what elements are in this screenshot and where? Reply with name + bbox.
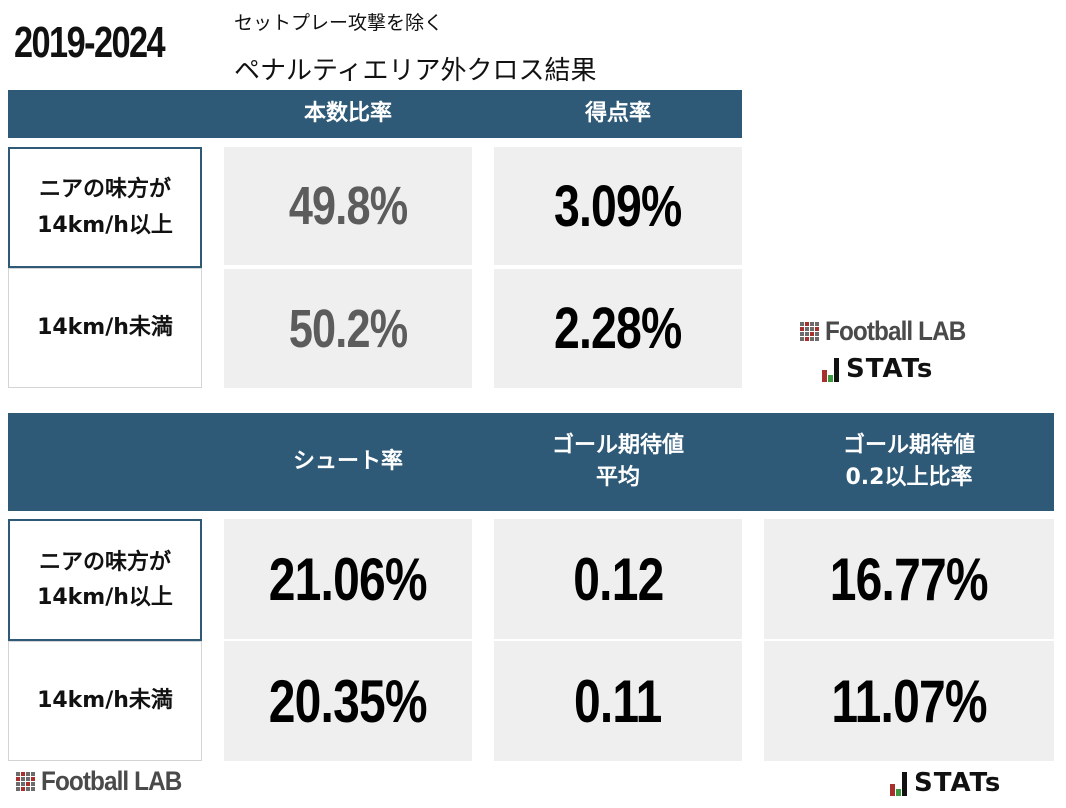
row-label-line2: 14km/h以上 — [37, 585, 173, 610]
football-lab-grid-icon — [800, 322, 819, 341]
goal-rate-value: 2.28% — [554, 296, 682, 361]
table1-row-label-slow: 14km/h未満 — [8, 268, 202, 388]
stats-bars-icon — [890, 772, 908, 796]
xg-avg-value: 0.12 — [572, 545, 664, 613]
shot-rate-value: 20.35% — [269, 667, 428, 735]
table2-cell: 0.12 — [494, 519, 742, 639]
table2-row-label-slow: 14km/h未満 — [8, 641, 202, 761]
ratio-value: 50.2% — [288, 298, 408, 359]
xg-ratio-value: 16.77% — [830, 545, 989, 613]
stats-logo: STATs — [822, 356, 933, 382]
xg-ratio-value: 11.07% — [831, 667, 987, 735]
table1-cell: 3.09% — [494, 147, 742, 265]
table2-cell: 20.35% — [224, 641, 472, 761]
stats-text: STATs — [914, 768, 1002, 798]
col-label-line1: ゴール期待値 — [551, 433, 684, 459]
xg-avg-value: 0.11 — [574, 667, 662, 735]
table2-row-label-fast: ニアの味方が 14km/h以上 — [8, 519, 202, 641]
table1-col-ratio: 本数比率 — [303, 101, 392, 127]
page-title: ペナルティエリア外クロス結果 — [234, 56, 597, 86]
ratio-value: 49.8% — [288, 176, 408, 236]
footer-football-lab-logo: Football LAB — [16, 766, 197, 797]
table1-cell: 49.8% — [224, 147, 472, 265]
row-label-line2: 14km/h以上 — [37, 212, 173, 238]
table2-header-bar — [8, 413, 1054, 511]
table2-col-xg-avg: ゴール期待値 平均 — [494, 413, 742, 511]
footer-stats-logo: STATs — [890, 770, 1001, 796]
table2-cell: 16.77% — [764, 519, 1054, 639]
row-label-line1: 14km/h未満 — [37, 688, 173, 714]
stats-bars-icon — [822, 358, 840, 382]
table1-cell: 50.2% — [224, 269, 472, 388]
goal-rate-value: 3.09% — [554, 173, 682, 239]
col-label-line2: 平均 — [595, 465, 640, 490]
football-lab-text: Football LAB — [41, 766, 182, 796]
col-label-line2: 0.2以上比率 — [845, 465, 973, 490]
table2-col-xg-ratio: ゴール期待値 0.2以上比率 — [764, 413, 1054, 511]
table1-col-goal-rate: 得点率 — [584, 101, 651, 127]
table1-row-label-fast: ニアの味方が 14km/h以上 — [8, 147, 202, 268]
table2-cell: 0.11 — [494, 641, 742, 761]
shot-rate-value: 21.06% — [269, 545, 428, 613]
period-label: 2019-2024 — [14, 18, 166, 67]
table1-header-bar — [8, 90, 742, 138]
col-label-line1: ゴール期待値 — [842, 433, 975, 459]
football-lab-logo: Football LAB — [800, 316, 981, 347]
table2-cell: 11.07% — [764, 641, 1054, 761]
row-label-line1: ニアの味方が — [38, 549, 171, 575]
table2-cell: 21.06% — [224, 519, 472, 639]
row-label-line1: ニアの味方が — [38, 177, 171, 203]
col-label-line1: シュート率 — [292, 449, 403, 475]
subtitle: セットプレー攻撃を除く — [234, 12, 444, 34]
stats-text: STATs — [846, 354, 934, 384]
row-label-line1: 14km/h未満 — [37, 315, 173, 341]
football-lab-text: Football LAB — [825, 316, 966, 346]
table2-col-shot-rate: シュート率 — [224, 413, 472, 511]
table1-cell: 2.28% — [494, 269, 742, 388]
football-lab-grid-icon — [16, 772, 35, 791]
